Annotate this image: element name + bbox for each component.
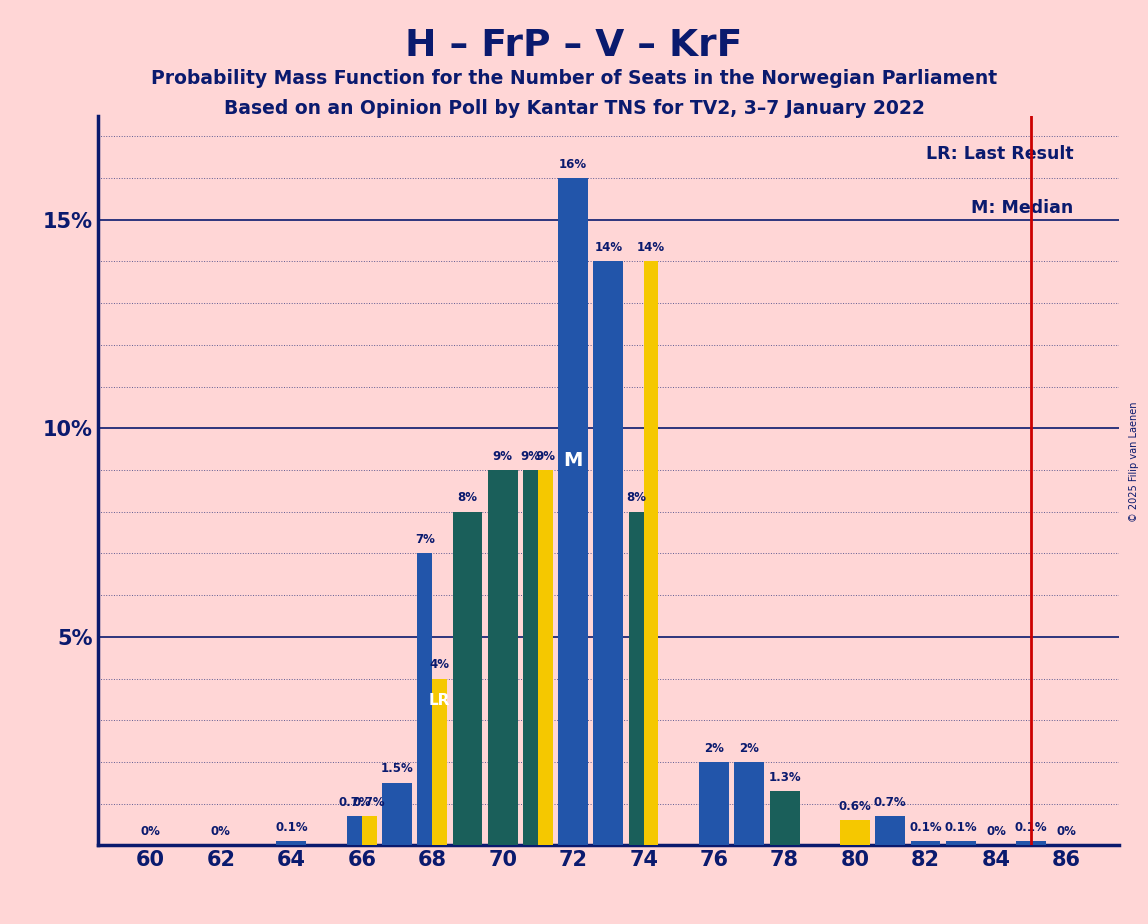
Bar bbox=[840, 821, 870, 845]
Text: 0.7%: 0.7% bbox=[874, 796, 907, 808]
Bar bbox=[735, 762, 765, 845]
Bar bbox=[629, 512, 644, 845]
Text: H – FrP – V – KrF: H – FrP – V – KrF bbox=[405, 28, 743, 64]
Text: 2%: 2% bbox=[704, 742, 724, 755]
Text: 0%: 0% bbox=[140, 825, 161, 838]
Text: 4%: 4% bbox=[429, 658, 450, 671]
Text: 7%: 7% bbox=[414, 533, 435, 546]
Text: 0.1%: 0.1% bbox=[909, 821, 941, 833]
Bar bbox=[418, 553, 433, 845]
Text: 0.1%: 0.1% bbox=[1015, 821, 1047, 833]
Text: LR: Last Result: LR: Last Result bbox=[926, 145, 1073, 163]
Text: 16%: 16% bbox=[559, 158, 588, 171]
Text: 0%: 0% bbox=[211, 825, 231, 838]
Bar bbox=[558, 178, 588, 845]
Bar bbox=[347, 816, 362, 845]
Bar bbox=[594, 261, 623, 845]
Bar bbox=[382, 783, 412, 845]
Bar bbox=[910, 841, 940, 845]
Bar bbox=[277, 841, 307, 845]
Bar bbox=[644, 261, 659, 845]
Bar bbox=[1016, 841, 1046, 845]
Text: 0.7%: 0.7% bbox=[339, 796, 371, 808]
Text: 0.1%: 0.1% bbox=[276, 821, 308, 833]
Text: 8%: 8% bbox=[458, 492, 478, 505]
Text: Probability Mass Function for the Number of Seats in the Norwegian Parliament: Probability Mass Function for the Number… bbox=[150, 69, 998, 89]
Text: 8%: 8% bbox=[627, 492, 646, 505]
Bar bbox=[433, 678, 447, 845]
Bar bbox=[699, 762, 729, 845]
Text: LR: LR bbox=[429, 693, 450, 708]
Bar bbox=[488, 470, 518, 845]
Text: 9%: 9% bbox=[520, 450, 541, 463]
Bar bbox=[362, 816, 377, 845]
Text: 0.6%: 0.6% bbox=[839, 800, 871, 813]
Text: 0.7%: 0.7% bbox=[352, 796, 386, 808]
Bar bbox=[946, 841, 976, 845]
Text: 14%: 14% bbox=[595, 241, 622, 254]
Text: 14%: 14% bbox=[637, 241, 665, 254]
Text: 1.3%: 1.3% bbox=[768, 771, 801, 784]
Text: 1.5%: 1.5% bbox=[381, 762, 413, 775]
Text: © 2025 Filip van Laenen: © 2025 Filip van Laenen bbox=[1130, 402, 1139, 522]
Text: M: Median: M: Median bbox=[971, 199, 1073, 217]
Text: Based on an Opinion Poll by Kantar TNS for TV2, 3–7 January 2022: Based on an Opinion Poll by Kantar TNS f… bbox=[224, 99, 924, 118]
Text: 2%: 2% bbox=[739, 742, 759, 755]
Bar bbox=[452, 512, 482, 845]
Bar bbox=[875, 816, 906, 845]
Bar bbox=[769, 791, 799, 845]
Text: 0%: 0% bbox=[986, 825, 1006, 838]
Text: 0%: 0% bbox=[1056, 825, 1077, 838]
Text: 9%: 9% bbox=[492, 450, 513, 463]
Bar bbox=[523, 470, 538, 845]
Text: 9%: 9% bbox=[535, 450, 556, 463]
Text: 0.1%: 0.1% bbox=[945, 821, 977, 833]
Text: M: M bbox=[564, 451, 583, 470]
Bar bbox=[538, 470, 553, 845]
